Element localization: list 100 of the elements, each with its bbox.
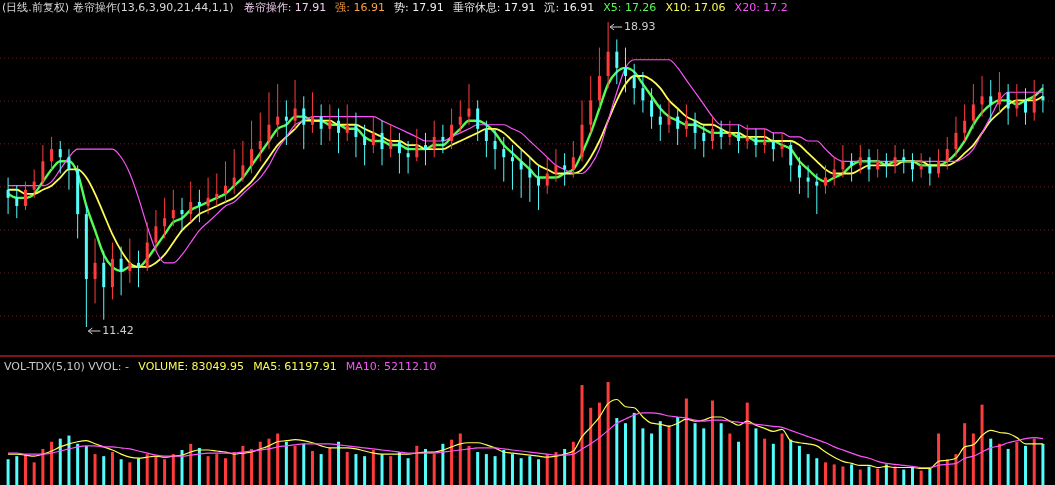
- candlestick: [537, 164, 541, 211]
- candlestick: [380, 120, 384, 166]
- bar: [919, 470, 923, 485]
- bar: [928, 468, 932, 485]
- candlestick: [6, 177, 10, 215]
- bar: [589, 407, 593, 485]
- text: 强: 16.91: [335, 1, 386, 14]
- candlestick: [676, 108, 680, 146]
- candlestick: [893, 144, 897, 174]
- candlestick: [650, 87, 654, 130]
- bar: [50, 441, 54, 485]
- bar: [789, 439, 793, 485]
- bar: [206, 456, 210, 485]
- candlestick: [902, 148, 906, 174]
- bar: [493, 456, 497, 485]
- bar: [276, 433, 280, 485]
- bar: [597, 402, 601, 485]
- candlestick: [719, 120, 723, 150]
- candlestick: [624, 47, 627, 93]
- candlestick: [345, 103, 349, 142]
- candlestick: [310, 91, 314, 134]
- candlestick: [667, 99, 671, 134]
- bar: [363, 456, 367, 485]
- candlestick: [363, 124, 367, 166]
- bar: [354, 454, 358, 485]
- candlestick: [223, 160, 227, 203]
- bar: [893, 466, 897, 485]
- bar: [902, 469, 906, 485]
- bar: [450, 439, 454, 485]
- bar: [302, 443, 306, 485]
- candlestick: [989, 79, 993, 122]
- bar: [771, 443, 775, 485]
- candlestick: [493, 128, 497, 170]
- candlestick: [806, 164, 810, 199]
- candlestick: [737, 124, 741, 154]
- candlestick: [519, 148, 523, 199]
- candlestick: [276, 83, 280, 138]
- bar: [702, 428, 706, 485]
- candlestick: [641, 71, 645, 114]
- candlestick: [1024, 87, 1028, 126]
- bar: [945, 459, 949, 485]
- candlestick: [815, 172, 819, 215]
- candlestick: [1041, 83, 1045, 114]
- candlestick: [319, 103, 323, 146]
- candlestick: [997, 71, 1001, 114]
- candlestick: [441, 124, 445, 154]
- text: MA5: 61197.91: [253, 360, 337, 373]
- candlestick: [406, 140, 410, 174]
- bar: [424, 448, 427, 485]
- candlestick: [284, 99, 288, 146]
- candlestick: [693, 112, 697, 150]
- bar: [815, 458, 819, 485]
- chart-title: (日线.前复权) 卷帘操作(13,6,3,90,21,44,1,1): [2, 1, 234, 14]
- bar: [310, 451, 314, 485]
- candlestick: [684, 103, 688, 138]
- candlestick: [458, 99, 462, 134]
- bar: [328, 447, 332, 485]
- candlestick: [119, 246, 123, 296]
- bar: [119, 459, 123, 485]
- candlestick: [980, 75, 984, 118]
- bar: [658, 421, 662, 485]
- candlestick: [945, 136, 949, 170]
- candlestick: [67, 148, 71, 191]
- bar: [197, 447, 201, 485]
- candlestick: [197, 189, 201, 223]
- candlestick: [128, 237, 132, 284]
- bar: [615, 418, 619, 485]
- bar: [23, 454, 27, 485]
- bar: [519, 458, 523, 485]
- bar: [58, 438, 62, 485]
- bar: [876, 468, 880, 485]
- candlestick: [928, 156, 932, 187]
- bar: [441, 443, 445, 485]
- bar: [867, 466, 871, 485]
- bar: [554, 452, 558, 485]
- candlestick: [432, 120, 436, 158]
- bar: [267, 438, 271, 485]
- candlestick: [615, 38, 619, 85]
- bar: [780, 433, 784, 485]
- bar: [137, 458, 141, 485]
- annotation: 11.42: [102, 324, 134, 337]
- bar: [563, 448, 567, 485]
- bar: [458, 433, 462, 485]
- bar: [684, 398, 688, 485]
- candlestick: [963, 103, 967, 142]
- bar: [223, 458, 227, 485]
- bar: [937, 433, 941, 485]
- candlestick: [1015, 83, 1019, 118]
- bar: [728, 433, 732, 485]
- bar: [484, 454, 488, 485]
- candlestick: [510, 144, 514, 191]
- bar: [84, 445, 88, 485]
- bar: [345, 452, 349, 485]
- bar: [545, 454, 549, 485]
- bar: [337, 441, 341, 485]
- candlestick: [189, 181, 193, 223]
- candlestick: [1006, 83, 1010, 126]
- bar: [371, 449, 375, 485]
- candlestick: [171, 189, 175, 227]
- chart-title: VOL-TDX(5,10) VVOL: -: [4, 360, 130, 373]
